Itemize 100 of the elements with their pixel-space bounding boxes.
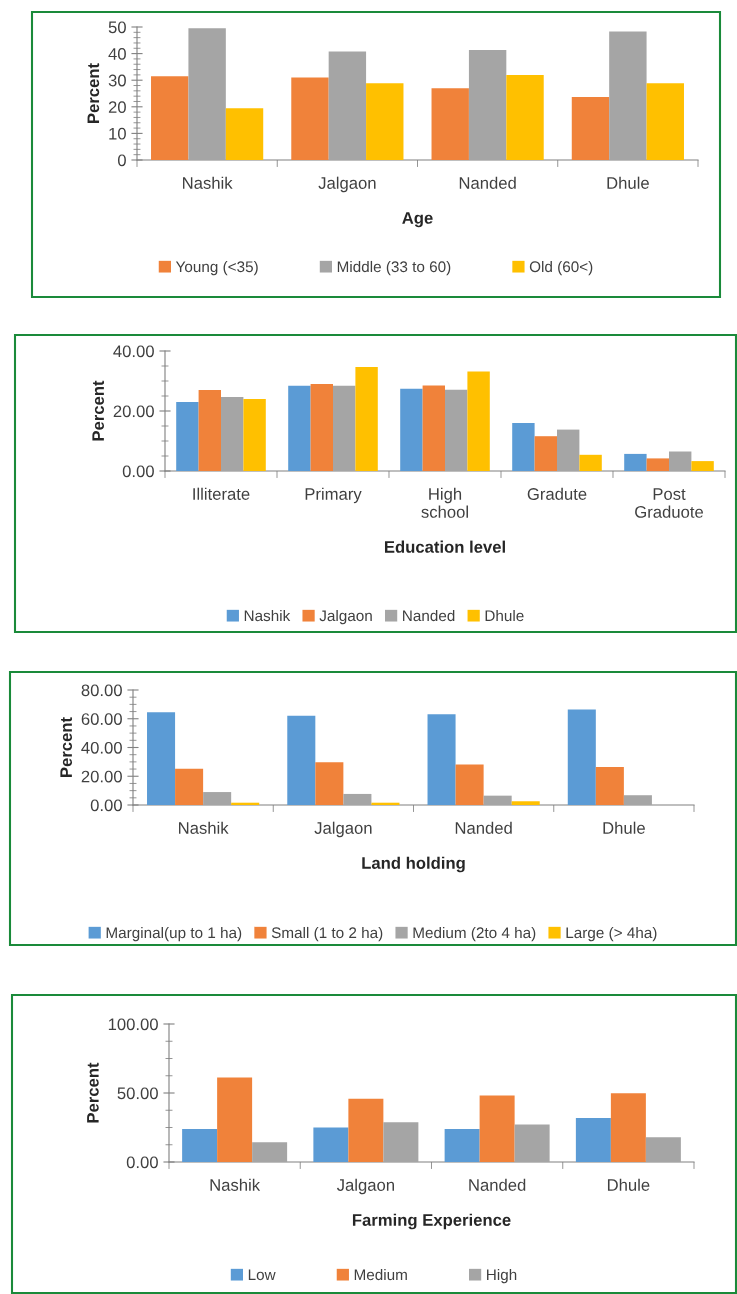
y-tick-label: 20: [108, 101, 126, 113]
y-tick-label: 50: [108, 21, 126, 34]
legend-label: Young (<35): [175, 260, 258, 276]
legend-label: Small (1 to 2 ha): [271, 926, 383, 942]
bar: [427, 714, 456, 805]
x-tick-label: Nanded: [469, 1178, 526, 1191]
legend-label: Middle (33 to 60): [337, 260, 451, 276]
bar: [646, 458, 669, 471]
x-axis-title: Age: [402, 212, 433, 228]
bar: [366, 83, 404, 160]
y-tick-label: 50.00: [117, 1087, 158, 1100]
bar: [188, 28, 226, 160]
y-tick-label: 20.00: [81, 770, 122, 783]
bar: [567, 709, 596, 805]
y-tick-label: 60.00: [81, 713, 122, 725]
bar: [288, 385, 311, 471]
bar: [534, 436, 557, 471]
bar: [176, 402, 199, 471]
bar: [431, 88, 469, 160]
y-axis-title: Percent: [87, 1062, 99, 1123]
bar: [467, 371, 490, 471]
bar: [571, 96, 610, 160]
bar: [645, 1137, 681, 1162]
bar: [595, 766, 624, 805]
bar: [468, 49, 507, 160]
bar: [333, 385, 356, 471]
legend-label: Marginal(up to 1 ha): [106, 926, 242, 942]
y-axis-title: Percent: [92, 380, 105, 441]
x-tick-label: Nanded: [459, 176, 516, 189]
bar: [609, 31, 647, 160]
bar: [355, 366, 378, 471]
bar: [483, 795, 512, 805]
bar: [203, 792, 232, 805]
x-tick-label: Gradute: [527, 487, 587, 500]
y-tick-label: 80.00: [81, 684, 122, 697]
y-tick-label: 100.00: [108, 1018, 158, 1031]
x-axis-title: Education level: [384, 540, 505, 553]
bar: [291, 77, 329, 160]
x-tick-label: Nashik: [183, 176, 233, 189]
legend-label: Nanded: [403, 609, 455, 622]
bar: [243, 399, 266, 471]
bar: [310, 384, 333, 471]
x-tick-label: Jalgaon: [318, 176, 376, 193]
legend-label: Dhule: [485, 609, 524, 622]
bar: [225, 108, 264, 160]
x-tick-label: Nanded: [455, 821, 512, 834]
bar: [646, 83, 684, 160]
legend-label: Medium (2to 4 ha): [413, 926, 536, 942]
x-tick-label: Dhule: [607, 176, 649, 189]
x-tick-label: Primary: [305, 487, 362, 504]
bar: [669, 451, 692, 471]
bar: [445, 389, 468, 471]
bar: [512, 423, 535, 471]
bar: [221, 396, 244, 471]
y-tick-label: 0.00: [90, 799, 122, 812]
bar: [151, 76, 189, 160]
bar: [182, 1128, 218, 1162]
bar: [348, 1098, 384, 1162]
bar: [575, 1118, 611, 1162]
y-tick-label: 0: [117, 154, 126, 167]
bar: [557, 429, 580, 471]
legend-label: Nashik: [244, 609, 291, 622]
x-tick-label: Illiterate: [193, 487, 250, 500]
bar: [506, 74, 544, 160]
bar: [455, 764, 484, 805]
bar: [287, 715, 316, 805]
bar: [444, 1128, 480, 1162]
legend-label: Medium: [354, 1268, 407, 1281]
bar: [511, 801, 540, 805]
legend-label: Old (60<): [529, 260, 593, 276]
legend-label: Jalgaon: [319, 609, 372, 625]
x-tick-label: Jalgaon: [336, 1178, 394, 1195]
bar: [198, 390, 221, 471]
bar: [252, 1142, 288, 1162]
bar: [147, 712, 176, 805]
x-tick-label: Dhule: [603, 821, 645, 834]
y-axis-title: Percent: [87, 63, 100, 123]
y-tick-label: 20.00: [113, 405, 154, 418]
bar: [175, 768, 204, 805]
bar: [479, 1095, 515, 1162]
bar: [400, 388, 423, 471]
y-tick-label: 40.00: [113, 345, 154, 358]
x-tick-label: Dhule: [607, 1178, 650, 1191]
bar: [383, 1122, 419, 1162]
y-axis-title: Percent: [60, 717, 73, 777]
legend-label: High: [487, 1268, 517, 1284]
x-axis-title: Land holding: [362, 856, 465, 873]
bar: [422, 385, 445, 471]
bar: [623, 795, 652, 805]
bar: [579, 454, 602, 471]
bar: [328, 51, 367, 160]
bar: [313, 1127, 349, 1162]
x-tick-label: Nashik: [210, 1178, 261, 1191]
bar: [343, 793, 372, 805]
y-tick-label: 40: [108, 48, 126, 60]
bar: [691, 461, 714, 471]
bar: [624, 453, 647, 471]
y-tick-label: 0.00: [126, 1156, 158, 1169]
x-tick-label: High school: [421, 487, 468, 518]
bar: [217, 1077, 253, 1162]
